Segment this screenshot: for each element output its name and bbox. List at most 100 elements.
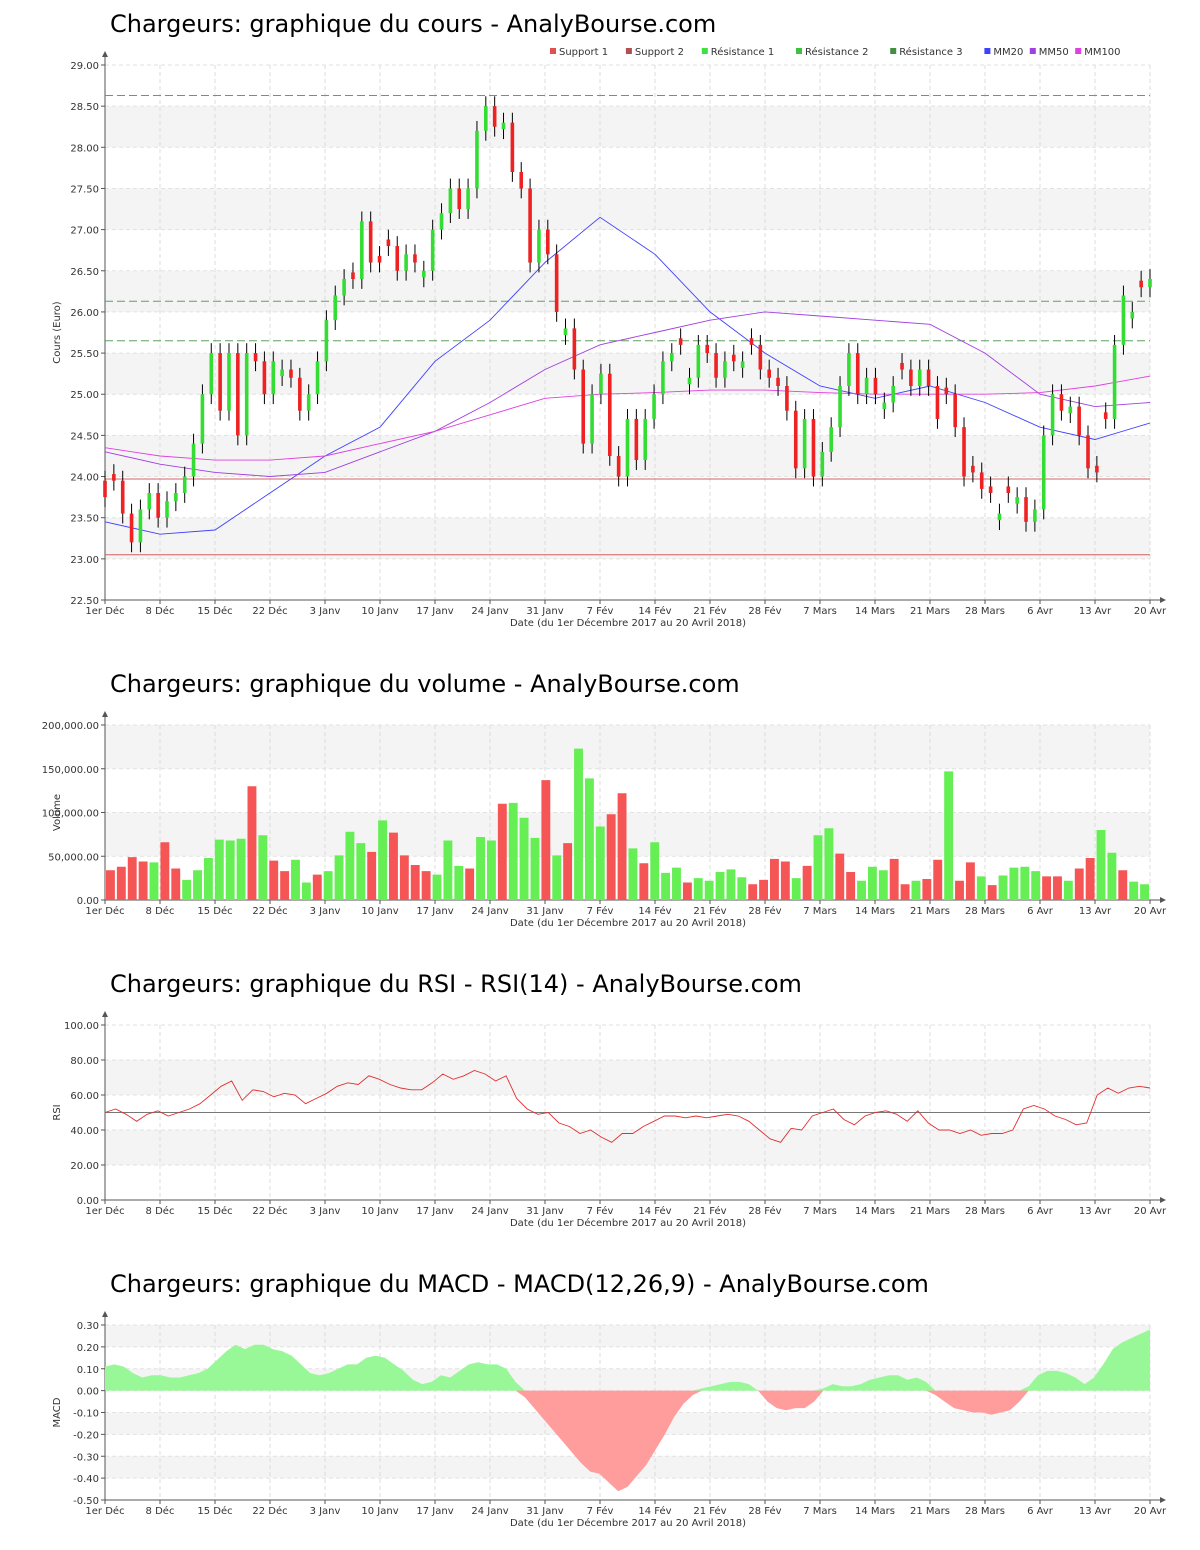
candle-body bbox=[103, 480, 107, 498]
candle-body bbox=[510, 122, 515, 172]
candle-body bbox=[484, 106, 488, 131]
volume-bar bbox=[280, 871, 290, 900]
volume-y-tick-label: 50,000.00 bbox=[48, 852, 99, 863]
macd-x-tick-label: 31 Janv bbox=[526, 1506, 563, 1517]
volume-bar bbox=[976, 876, 986, 900]
candle-body bbox=[661, 361, 665, 395]
volume-bar bbox=[791, 878, 801, 900]
candle-body bbox=[820, 451, 825, 477]
price-y-tick-label: 23.00 bbox=[70, 555, 99, 566]
candle-body bbox=[174, 493, 178, 502]
volume-bar bbox=[726, 869, 736, 900]
candle-body bbox=[1050, 394, 1055, 436]
candle-body bbox=[944, 387, 949, 395]
rsi-band bbox=[105, 1130, 1150, 1165]
candle-body bbox=[714, 353, 718, 378]
candle-body bbox=[120, 480, 125, 514]
rsi-y-tick-label: 0.00 bbox=[77, 1196, 99, 1207]
volume-bar bbox=[410, 865, 420, 900]
macd-x-tick-label: 28 Fév bbox=[748, 1505, 781, 1517]
macd-y-tick-label: 0.10 bbox=[77, 1365, 99, 1376]
candle-body bbox=[422, 270, 426, 278]
volume-x-tick-label: 28 Mars bbox=[965, 906, 1005, 917]
price-band bbox=[105, 188, 1150, 230]
price-y-tick-label: 28.00 bbox=[70, 143, 99, 154]
volume-x-tick-label: 13 Avr bbox=[1079, 906, 1112, 917]
candle-body bbox=[1103, 412, 1108, 419]
volume-bar bbox=[867, 866, 877, 900]
volume-bar bbox=[247, 786, 257, 900]
volume-x-tick-label: 6 Avr bbox=[1027, 906, 1054, 917]
candle-body bbox=[138, 509, 143, 543]
macd-x-tick-label: 21 Mars bbox=[910, 1506, 950, 1517]
candle-body bbox=[607, 373, 612, 456]
volume-bar bbox=[1031, 871, 1041, 900]
rsi-x-tick-label: 21 Fév bbox=[693, 1205, 726, 1217]
volume-bar bbox=[1118, 870, 1128, 900]
candle-body bbox=[1095, 465, 1099, 473]
volume-bar bbox=[301, 882, 311, 900]
volume-bar bbox=[606, 814, 616, 900]
macd-x-tick-label: 21 Fév bbox=[693, 1505, 726, 1517]
volume-bar bbox=[421, 871, 431, 900]
legend-swatch bbox=[890, 48, 897, 54]
volume-bar bbox=[171, 868, 181, 900]
macd-y-tick-label: 0.00 bbox=[77, 1387, 99, 1398]
candle-body bbox=[554, 254, 559, 312]
candle-body bbox=[1086, 435, 1090, 469]
candle-body bbox=[811, 418, 816, 477]
volume-bar bbox=[813, 835, 823, 900]
legend-item: MM50 bbox=[1039, 47, 1069, 58]
candle-body bbox=[129, 513, 134, 543]
macd-x-tick-label: 20 Avr bbox=[1134, 1506, 1167, 1517]
legend-item: Support 1 bbox=[559, 47, 608, 58]
price-chart-title: Chargeurs: graphique du cours - AnalyBou… bbox=[110, 10, 717, 38]
candle-body bbox=[652, 394, 656, 419]
candle-body bbox=[1112, 344, 1117, 419]
rsi-y-tick-label: 40.00 bbox=[70, 1126, 99, 1137]
candle-body bbox=[572, 328, 577, 370]
volume-x-tick-label: 3 Janv bbox=[310, 906, 341, 917]
macd-x-tick-label: 10 Janv bbox=[361, 1506, 398, 1517]
volume-bar bbox=[835, 853, 845, 900]
volume-bar bbox=[334, 855, 344, 900]
volume-bar bbox=[367, 851, 377, 900]
legend-swatch bbox=[984, 48, 991, 54]
candle-body bbox=[802, 418, 807, 469]
candle-body bbox=[855, 353, 860, 395]
price-y-tick-label: 27.00 bbox=[70, 226, 99, 237]
rsi-x-tick-label: 28 Fév bbox=[748, 1205, 781, 1217]
volume-bar bbox=[1063, 880, 1073, 900]
candle-body bbox=[218, 353, 222, 411]
candle-body bbox=[236, 353, 240, 436]
volume-x-tick-label: 14 Fév bbox=[638, 905, 671, 917]
volume-x-tick-label: 22 Déc bbox=[252, 905, 287, 917]
rsi-x-tick-label: 14 Fév bbox=[638, 1205, 671, 1217]
volume-bar bbox=[1129, 881, 1139, 900]
price-chart: 22.50 23.00 23.50 24.00 24.50 25.00 25.50 26.00… bbox=[52, 46, 1167, 629]
volume-bar bbox=[1085, 858, 1095, 900]
rsi-line bbox=[104, 1070, 1151, 1143]
candle-body bbox=[333, 295, 338, 321]
volume-x-arrow bbox=[1160, 897, 1166, 903]
volume-x-tick-label: 28 Fév bbox=[748, 905, 781, 917]
volume-bar bbox=[138, 861, 148, 900]
volume-x-tick-label: 15 Déc bbox=[197, 905, 232, 917]
candle-body bbox=[971, 465, 975, 473]
candle-body bbox=[962, 427, 966, 477]
macd-y-tick-label: -0.40 bbox=[73, 1474, 99, 1485]
price-x-arrow bbox=[1160, 597, 1166, 603]
candle-body bbox=[475, 130, 479, 189]
volume-bar bbox=[824, 828, 834, 900]
macd-y-tick-label: 0.20 bbox=[77, 1343, 99, 1354]
price-x-tick-label: 14 Fév bbox=[638, 605, 671, 617]
macd-x-tick-label: 28 Mars bbox=[965, 1506, 1005, 1517]
candle-body bbox=[864, 377, 869, 395]
price-x-axis-label: Date (du 1er Décembre 2017 au 20 Avril 2… bbox=[510, 617, 746, 629]
legend-swatch bbox=[1029, 48, 1036, 54]
volume-bar bbox=[465, 868, 475, 900]
candle-body bbox=[1139, 280, 1143, 288]
legend-item: MM20 bbox=[993, 47, 1023, 58]
candle-body bbox=[200, 394, 205, 444]
volume-y-arrow bbox=[102, 711, 108, 717]
